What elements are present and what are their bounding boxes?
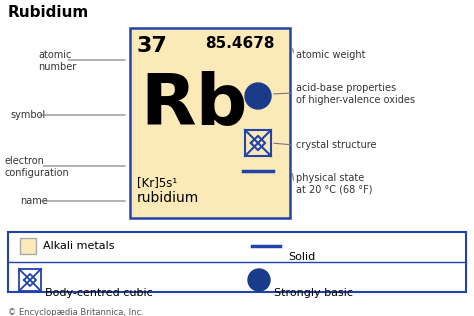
- Text: physical state
at 20 °C (68 °F): physical state at 20 °C (68 °F): [296, 173, 373, 195]
- Text: Rb: Rb: [140, 70, 247, 139]
- Bar: [130, 28, 290, 218]
- Text: electron
configuration: electron configuration: [5, 156, 70, 178]
- Text: 37: 37: [137, 36, 168, 56]
- Circle shape: [248, 269, 270, 291]
- Text: Alkali metals: Alkali metals: [43, 241, 115, 251]
- Text: Rubidium: Rubidium: [8, 5, 89, 20]
- Text: rubidium: rubidium: [137, 191, 199, 205]
- Text: © Encyclopædia Britannica, Inc.: © Encyclopædia Britannica, Inc.: [8, 308, 144, 316]
- Text: atomic
number: atomic number: [38, 50, 76, 72]
- Text: crystal structure: crystal structure: [296, 140, 376, 150]
- Bar: [19, 269, 41, 291]
- Text: atomic weight: atomic weight: [296, 50, 365, 60]
- Text: [Kr]5s¹: [Kr]5s¹: [137, 176, 177, 189]
- Bar: [245, 130, 271, 156]
- Text: name: name: [20, 196, 48, 206]
- Bar: [8, 232, 466, 292]
- Text: Body-centred cubic: Body-centred cubic: [45, 288, 153, 298]
- Circle shape: [245, 83, 271, 109]
- Bar: [20, 238, 36, 254]
- Text: Strongly basic: Strongly basic: [274, 288, 353, 298]
- Text: symbol: symbol: [10, 110, 45, 120]
- Text: acid-base properties
of higher-valence oxides: acid-base properties of higher-valence o…: [296, 83, 415, 105]
- Text: Solid: Solid: [288, 252, 315, 262]
- Text: 85.4678: 85.4678: [205, 36, 274, 51]
